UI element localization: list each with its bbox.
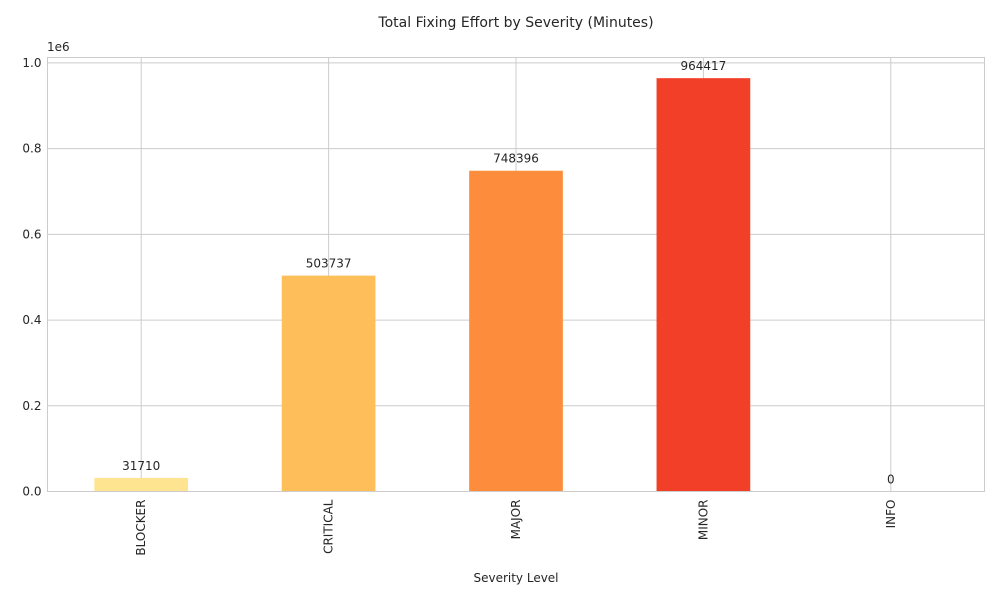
x-tick-label: MINOR — [696, 500, 710, 541]
bar-minor — [656, 78, 751, 492]
y-tick-label: 0.0 — [22, 485, 41, 499]
plot-frame — [47, 57, 985, 492]
data-label-major: 748396 — [493, 152, 539, 166]
y-tick-label: 0.2 — [22, 399, 41, 413]
data-label-info: 0 — [887, 473, 895, 487]
y-tick-label: 1.0 — [22, 56, 41, 70]
chart-title: Total Fixing Effort by Severity (Minutes… — [377, 15, 653, 31]
data-labels: 31710 503737 748396 964417 0 — [122, 59, 895, 486]
y-axis-offset-label: 1e6 — [47, 40, 70, 54]
bar-major — [469, 170, 563, 492]
x-tick-label: BLOCKER — [134, 500, 148, 556]
y-tick-label: 0.6 — [22, 227, 41, 241]
data-label-minor: 964417 — [680, 59, 726, 73]
x-axis-label: Severity Level — [473, 571, 558, 585]
bar-blocker — [94, 477, 189, 492]
x-tick-label: CRITICAL — [322, 499, 336, 554]
x-axis-ticks: BLOCKER CRITICAL MAJOR MINOR INFO — [134, 499, 898, 555]
x-tick-label: MAJOR — [509, 500, 523, 540]
bar-critical — [281, 275, 376, 492]
y-tick-label: 0.8 — [22, 142, 41, 156]
y-tick-label: 0.4 — [22, 313, 41, 327]
x-tick-label: INFO — [884, 500, 898, 529]
y-axis-ticks: 0.0 0.2 0.4 0.6 0.8 1.0 — [22, 56, 41, 499]
data-label-critical: 503737 — [306, 257, 352, 271]
data-label-blocker: 31710 — [122, 459, 160, 473]
bars — [94, 78, 751, 492]
